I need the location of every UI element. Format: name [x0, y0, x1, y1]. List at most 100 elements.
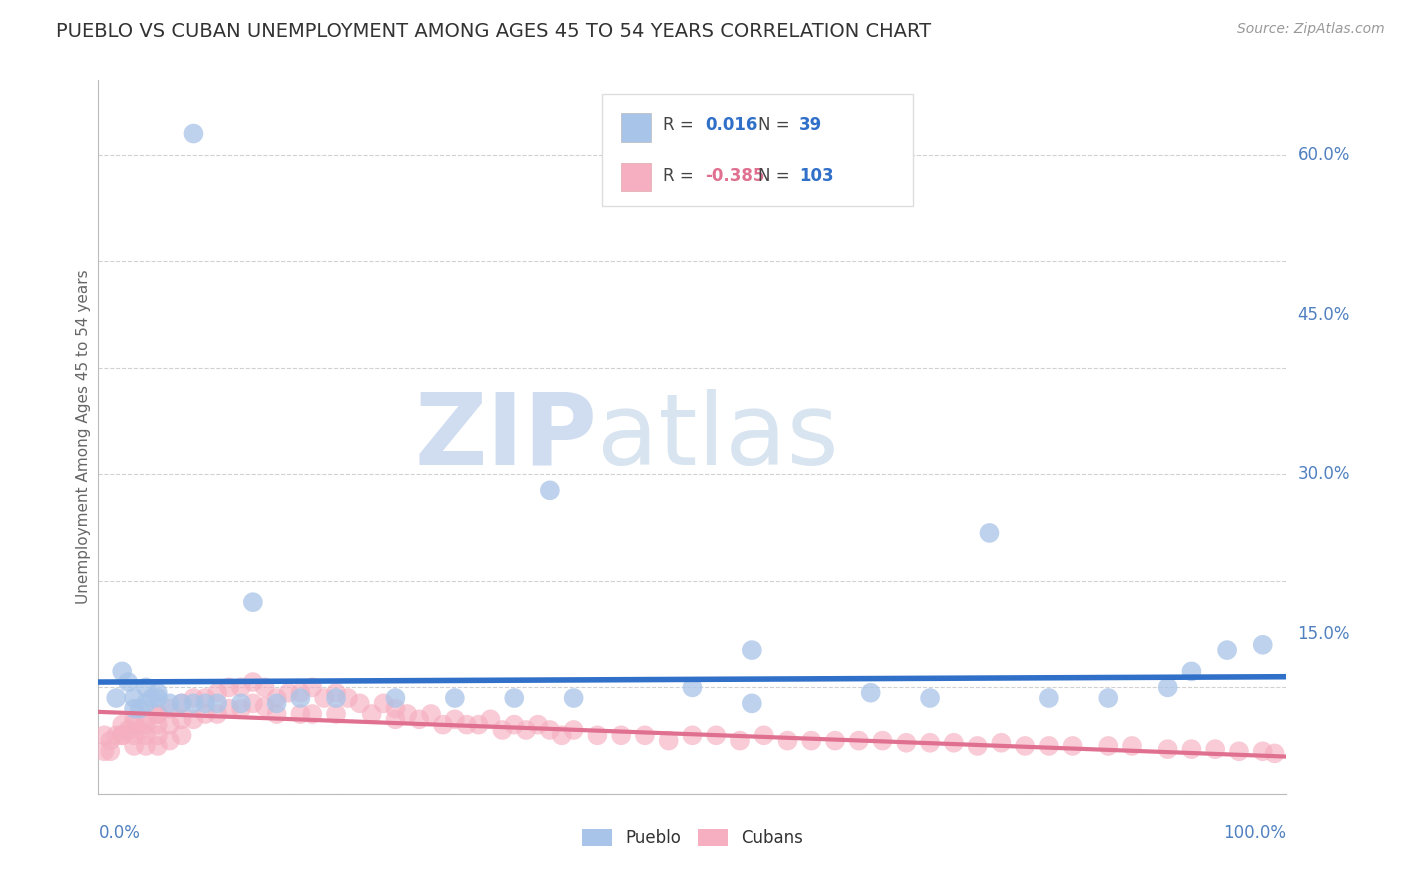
Point: [146, 691, 169, 706]
Text: PUEBLO VS CUBAN UNEMPLOYMENT AMONG AGES 45 TO 54 YEARS CORRELATION CHART: PUEBLO VS CUBAN UNEMPLOYMENT AMONG AGES …: [56, 22, 931, 41]
Text: R =: R =: [662, 116, 693, 134]
Point: [93, 728, 115, 742]
Point: [122, 712, 145, 726]
Point: [800, 733, 823, 747]
Point: [444, 712, 467, 726]
Point: [859, 686, 882, 700]
Point: [159, 697, 181, 711]
Point: [253, 681, 276, 695]
Point: [1204, 742, 1226, 756]
Point: [207, 686, 229, 700]
Point: [1227, 744, 1250, 758]
Y-axis label: Unemployment Among Ages 45 to 54 years: Unemployment Among Ages 45 to 54 years: [76, 269, 91, 605]
Point: [194, 697, 217, 711]
Point: [194, 706, 217, 721]
Point: [384, 701, 406, 715]
Point: [207, 706, 229, 721]
Point: [741, 643, 763, 657]
Point: [93, 744, 115, 758]
Text: 0.016: 0.016: [704, 116, 758, 134]
Point: [146, 706, 169, 721]
Point: [1014, 739, 1036, 753]
Point: [105, 728, 128, 742]
Text: 15.0%: 15.0%: [1298, 625, 1350, 643]
Point: [942, 736, 965, 750]
Point: [349, 697, 371, 711]
Point: [1264, 747, 1286, 761]
Point: [129, 723, 152, 737]
Point: [741, 697, 763, 711]
Point: [242, 675, 264, 690]
Point: [111, 728, 134, 742]
Point: [183, 691, 205, 706]
Point: [503, 691, 526, 706]
Point: [159, 733, 181, 747]
Point: [111, 717, 134, 731]
Point: [207, 697, 229, 711]
Point: [920, 691, 942, 706]
Point: [111, 728, 134, 742]
Point: [776, 733, 799, 747]
Point: [1038, 739, 1060, 753]
Point: [1216, 643, 1239, 657]
Point: [218, 701, 240, 715]
Point: [658, 733, 681, 747]
Point: [122, 717, 145, 731]
Point: [135, 717, 157, 731]
Point: [1097, 739, 1119, 753]
Point: [135, 728, 157, 742]
Point: [122, 691, 145, 706]
Text: ZIP: ZIP: [415, 389, 598, 485]
Point: [301, 681, 323, 695]
Point: [314, 691, 336, 706]
Point: [159, 717, 181, 731]
Text: 45.0%: 45.0%: [1298, 306, 1350, 324]
Point: [527, 717, 550, 731]
Text: 60.0%: 60.0%: [1298, 145, 1350, 164]
Point: [872, 733, 894, 747]
Text: 103: 103: [799, 167, 834, 185]
Point: [408, 712, 430, 726]
Point: [752, 728, 775, 742]
Text: -0.385: -0.385: [704, 167, 765, 185]
Point: [848, 733, 870, 747]
Point: [242, 697, 264, 711]
Text: R =: R =: [662, 167, 693, 185]
Point: [135, 697, 157, 711]
Point: [990, 736, 1012, 750]
Point: [183, 697, 205, 711]
Point: [141, 691, 163, 706]
Point: [117, 723, 139, 737]
Point: [146, 686, 169, 700]
Point: [146, 706, 169, 721]
Point: [325, 686, 347, 700]
Point: [301, 706, 323, 721]
Point: [728, 733, 751, 747]
Point: [432, 717, 454, 731]
Point: [384, 712, 406, 726]
Point: [159, 701, 181, 715]
Point: [290, 706, 312, 721]
Point: [117, 675, 139, 690]
Point: [384, 691, 406, 706]
Point: [146, 739, 169, 753]
Point: [491, 723, 513, 737]
Text: N =: N =: [758, 116, 790, 134]
Text: 100.0%: 100.0%: [1223, 824, 1286, 842]
Point: [1121, 739, 1143, 753]
Point: [515, 723, 537, 737]
Point: [290, 691, 312, 706]
Point: [122, 739, 145, 753]
Text: Source: ZipAtlas.com: Source: ZipAtlas.com: [1237, 22, 1385, 37]
Point: [170, 697, 193, 711]
Text: 39: 39: [799, 116, 823, 134]
Point: [325, 691, 347, 706]
Point: [266, 691, 288, 706]
Point: [170, 712, 193, 726]
Point: [105, 691, 128, 706]
Point: [551, 728, 574, 742]
Point: [360, 706, 382, 721]
Point: [1038, 691, 1060, 706]
Point: [1097, 691, 1119, 706]
Point: [135, 739, 157, 753]
